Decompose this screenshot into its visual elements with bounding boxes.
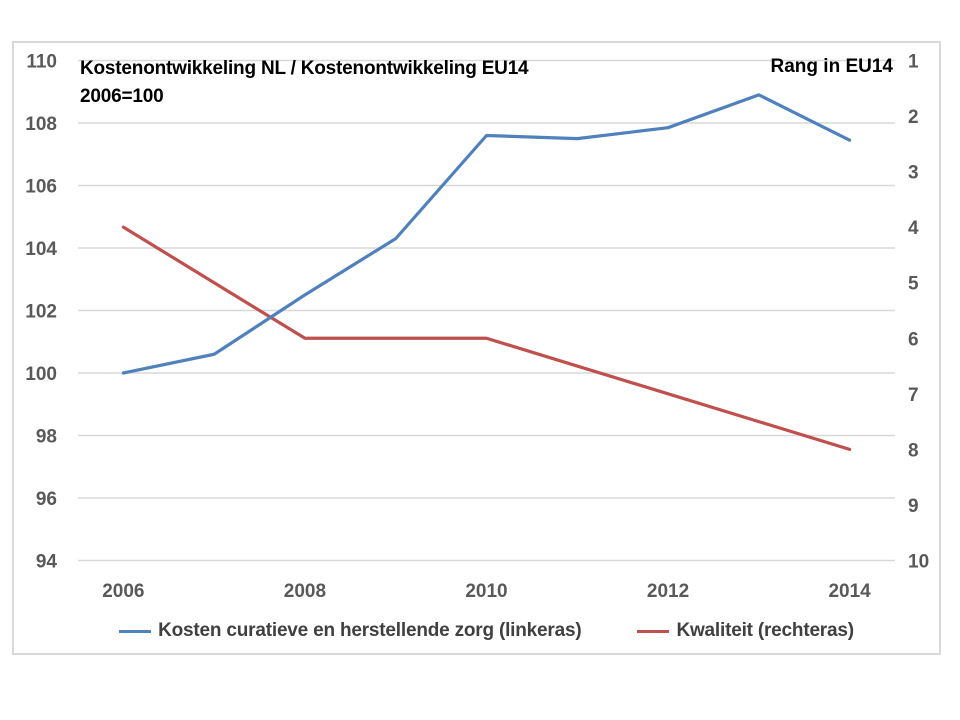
legend-dash-blue-icon (119, 629, 152, 633)
right-axis-title: Rang in EU14 (770, 56, 893, 77)
chart-title-line1: Kostenontwikkeling NL / Kostenontwikkeli… (80, 58, 529, 79)
legend-dash-red-icon (637, 629, 670, 633)
legend-label-kosten: Kosten curatieve en herstellende zorg (l… (158, 620, 582, 641)
chart-title-line2: 2006=100 (80, 86, 164, 107)
legend-item-kwaliteit: Kwaliteit (rechteras) (637, 620, 854, 642)
legend-label-kwaliteit: Kwaliteit (rechteras) (676, 620, 854, 641)
legend-item-kosten: Kosten curatieve en herstellende zorg (l… (119, 620, 582, 642)
chart-frame (12, 41, 941, 655)
legend: Kosten curatieve en herstellende zorg (l… (78, 620, 895, 642)
chart-title: Kostenontwikkeling NL / Kostenontwikkeli… (80, 55, 529, 111)
